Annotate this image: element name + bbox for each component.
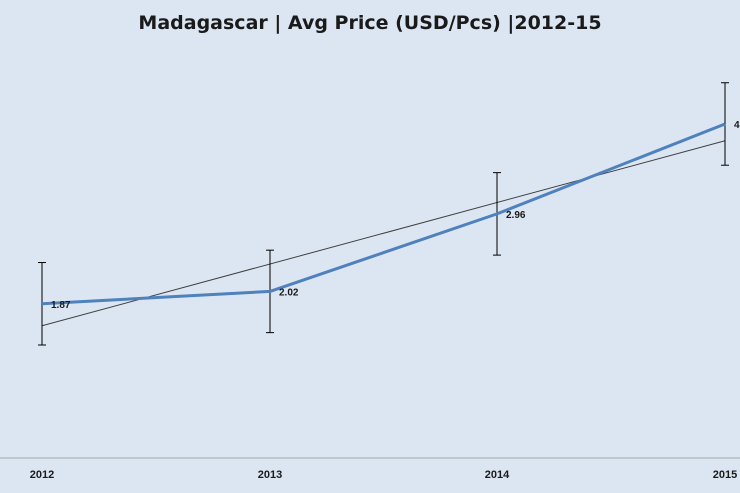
data-label: 2.02 [279,287,299,298]
data-label: 1.87 [51,300,71,311]
series-line [41,122,726,306]
data-label: 2.96 [506,210,526,221]
trendline [41,140,726,327]
x-tick-label: 2012 [30,469,54,481]
x-tick-label: 2013 [258,469,282,481]
data-label: 4 [734,120,740,131]
x-tick-label: 2015 [713,469,737,481]
x-tick-label: 2014 [485,469,510,481]
chart-title: Madagascar | Avg Price (USD/Pcs) |2012-1… [138,12,602,34]
